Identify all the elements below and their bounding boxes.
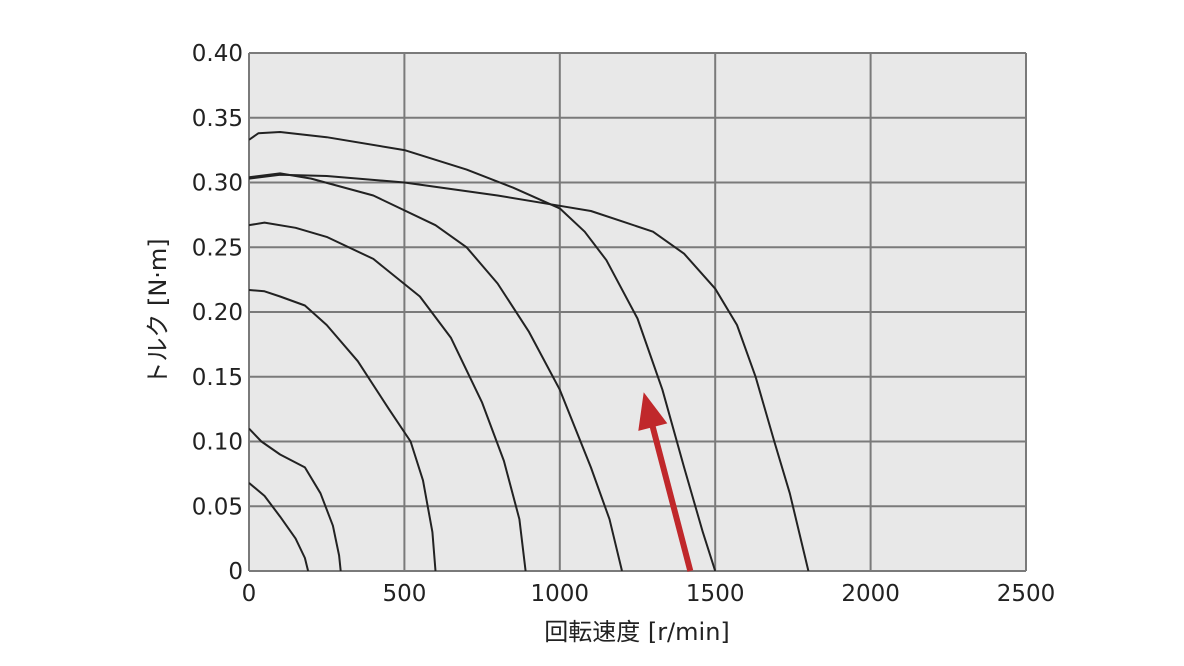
- arrow-shaft-0: [649, 424, 694, 572]
- x-tick-label: 0: [242, 581, 257, 607]
- y-tick-label: 0.20: [192, 300, 243, 326]
- arrow-head-0: [638, 392, 668, 431]
- torque-curve-2: [249, 427, 342, 571]
- y-tick-label: 0.10: [192, 430, 243, 456]
- y-tick-labels: 0 0.05 0.10 0.15 0.20 0.25 0.30 0.35 0.40: [192, 41, 243, 585]
- y-tick-label: 0: [228, 559, 243, 585]
- x-tick-label: 2500: [997, 581, 1056, 607]
- y-tick-label: 0.30: [192, 171, 243, 197]
- x-axis-label: 回転速度 [r/min]: [544, 618, 730, 646]
- torque-curve-6: [249, 131, 717, 571]
- torque-curve-7: [249, 173, 810, 571]
- x-tick-label: 1000: [531, 581, 590, 607]
- y-tick-label: 0.15: [192, 365, 243, 391]
- y-axis-label: トルク [N·m]: [144, 238, 172, 385]
- y-tick-label: 0.40: [192, 41, 243, 67]
- x-tick-labels: 0 500 1000 1500 2000 2500: [242, 581, 1056, 607]
- x-tick-label: 1500: [686, 581, 745, 607]
- x-tick-label: 500: [382, 581, 426, 607]
- torque-curve-3: [249, 289, 437, 571]
- y-tick-label: 0.35: [192, 106, 243, 132]
- x-tick-label: 2000: [841, 581, 900, 607]
- series-lines: [249, 131, 810, 571]
- torque-curve-1: [249, 482, 310, 571]
- annotations: [638, 392, 694, 572]
- torque-curve-4: [249, 221, 527, 571]
- grid-lines: [248, 52, 1027, 572]
- y-tick-label: 0.25: [192, 235, 243, 261]
- y-tick-label: 0.05: [192, 494, 243, 520]
- torque-curve-5: [249, 172, 623, 571]
